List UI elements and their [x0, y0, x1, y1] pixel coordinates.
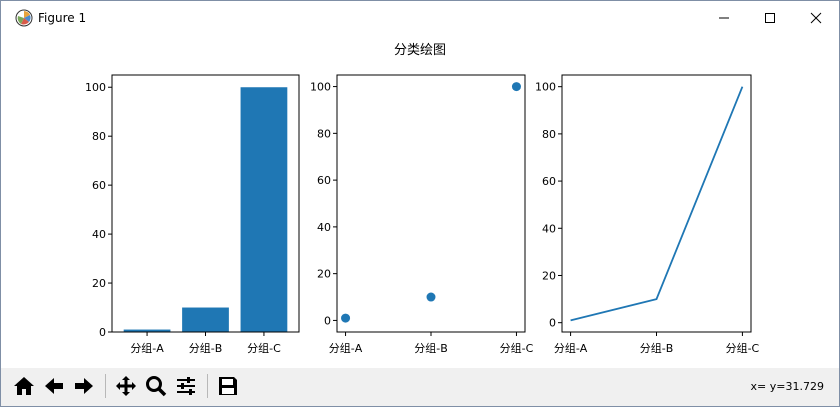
- subplot-3: 0 20 40 60 80 100 分组-A 分组-B 分组-C: [535, 74, 760, 355]
- x-tick-label: 分组-B: [640, 341, 674, 355]
- y-tick-label: 80: [542, 128, 556, 141]
- y-tick-label: 40: [317, 221, 331, 234]
- maximize-icon: [765, 13, 775, 23]
- home-button[interactable]: [11, 373, 37, 399]
- line-series: [570, 86, 744, 322]
- y-tick-label: 20: [317, 268, 331, 281]
- y-tick-label: 40: [542, 222, 556, 235]
- pan-icon: [116, 376, 136, 396]
- window-title: Figure 1: [38, 11, 87, 25]
- toolbar-separator: [207, 374, 208, 398]
- save-icon: [219, 377, 237, 395]
- x-tick-label: 分组-A: [554, 341, 588, 355]
- close-button[interactable]: [793, 1, 839, 35]
- y-tick-label: 20: [542, 269, 556, 282]
- y-tick-label: 100: [85, 81, 106, 94]
- subplot-1: 0 20 40 60 80 100 分组-A 分组-B 分组-C: [85, 74, 300, 355]
- maximize-button[interactable]: [747, 1, 793, 35]
- minimize-icon: [719, 17, 729, 19]
- forward-icon: [75, 378, 93, 394]
- y-tick-label: 80: [317, 127, 331, 140]
- back-icon: [45, 378, 63, 394]
- cursor-coordinates: x= y=31.729: [750, 380, 824, 393]
- title-bar[interactable]: Figure 1: [1, 1, 839, 35]
- y-tick-label: 0: [324, 314, 331, 327]
- y-tick-label: 60: [317, 174, 331, 187]
- matplotlib-logo-icon: [15, 9, 33, 27]
- axes-frame: [561, 74, 752, 333]
- subplot-2: 0 20 40 60 80 100 分组-A 分组-B 分组-C: [310, 74, 534, 355]
- save-button[interactable]: [215, 373, 241, 399]
- x-tick-label: 分组-B: [414, 341, 448, 355]
- x-tick-label: 分组-A: [130, 341, 164, 355]
- figure-canvas[interactable]: 分类绘图 0 20 40 60 80 100 分组-A 分组-B 分组-C 0 20 40 60 80 10…: [1, 35, 839, 368]
- pan-button[interactable]: [113, 373, 139, 399]
- bar-1: [123, 329, 171, 332]
- scatter-point-2: [426, 292, 436, 302]
- x-tick-label: 分组-A: [329, 341, 363, 355]
- scatter-point-1: [341, 313, 351, 323]
- minimize-button[interactable]: [701, 1, 747, 35]
- y-tick-label: 80: [92, 130, 106, 143]
- y-tick-label: 20: [92, 277, 106, 290]
- configure-subplots-button[interactable]: [173, 373, 199, 399]
- x-tick-label: 分组-C: [726, 341, 760, 355]
- bar-2: [182, 307, 229, 332]
- toolbar-separator: [105, 374, 106, 398]
- close-icon: [810, 12, 822, 24]
- y-tick-label: 100: [310, 81, 331, 94]
- y-tick-label: 40: [92, 228, 106, 241]
- home-icon: [14, 377, 34, 395]
- zoom-button[interactable]: [143, 373, 169, 399]
- y-tick-label: 60: [542, 175, 556, 188]
- bar-3: [240, 87, 288, 332]
- x-tick-label: 分组-C: [247, 341, 281, 355]
- x-tick-label: 分组-C: [500, 341, 534, 355]
- configure-subplots-icon: [177, 377, 195, 395]
- y-tick-label: 0: [549, 317, 556, 330]
- y-tick-label: 0: [99, 326, 106, 339]
- back-button[interactable]: [41, 373, 67, 399]
- scatter-point-3: [511, 82, 521, 92]
- forward-button[interactable]: [71, 373, 97, 399]
- zoom-icon: [146, 376, 167, 397]
- figure-plot-area: 分类绘图 0 20 40 60 80 100 分组-A 分组-B 分组-C 0 20 40 60 80 10…: [85, 43, 760, 355]
- y-tick-label: 100: [535, 81, 556, 94]
- y-tick-label: 60: [92, 179, 106, 192]
- navigation-toolbar: x= y=31.729: [1, 368, 839, 406]
- x-tick-label: 分组-B: [189, 341, 223, 355]
- figure-suptitle: 分类绘图: [394, 43, 446, 58]
